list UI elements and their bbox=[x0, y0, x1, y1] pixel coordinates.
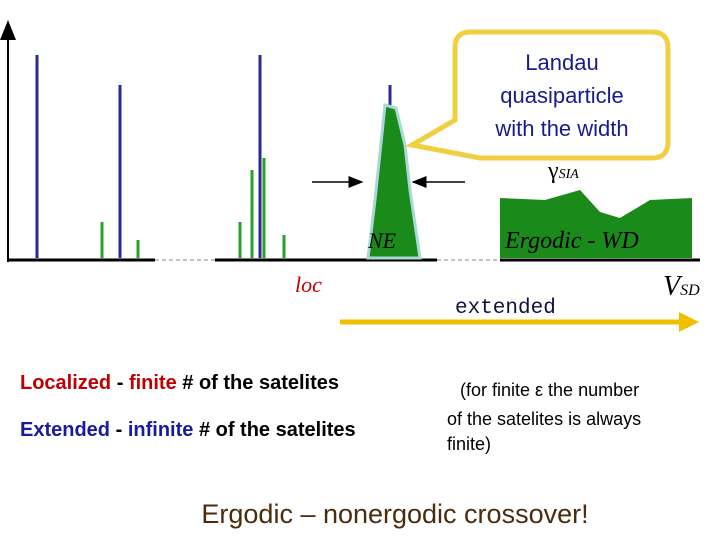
green-spikes bbox=[100, 158, 286, 258]
quantity: finite bbox=[129, 372, 177, 394]
term: Localized bbox=[20, 372, 111, 394]
v: V bbox=[663, 271, 683, 302]
loc-label: loc bbox=[295, 272, 322, 297]
width-symbol: γSIA bbox=[547, 158, 579, 184]
dash: - bbox=[117, 372, 124, 394]
conclusion: Ergodic – nonergodic crossover! bbox=[201, 499, 588, 529]
note-line: finite) bbox=[447, 434, 491, 454]
dash: - bbox=[116, 419, 123, 441]
callout-line: Landau bbox=[525, 50, 598, 75]
rest: # of the satelites bbox=[199, 419, 356, 441]
rest: # of the satelites bbox=[182, 372, 339, 394]
callout-line: quasiparticle bbox=[500, 83, 624, 108]
ergodic-area bbox=[500, 190, 692, 258]
note-line: (for finite ε the number bbox=[460, 380, 639, 400]
statement: Extended - infinite # of the satelites bbox=[20, 419, 356, 441]
callout: Landau quasiparticle with the width bbox=[404, 29, 671, 161]
ergodic-label: Ergodic - WD bbox=[504, 228, 639, 254]
subscript: SIA bbox=[559, 167, 580, 182]
callout-line: with the width bbox=[494, 116, 628, 141]
statement: Localized - finite # of the satelites bbox=[20, 372, 339, 394]
gamma: γ bbox=[547, 158, 559, 184]
ne-peak bbox=[366, 103, 422, 260]
v-subscript: SD bbox=[680, 282, 700, 299]
extended-label: extended bbox=[455, 297, 556, 320]
quantity: infinite bbox=[128, 419, 194, 441]
ne-label: NE bbox=[367, 228, 397, 253]
term: Extended bbox=[20, 419, 110, 441]
blue-spikes bbox=[35, 55, 392, 258]
note-line: of the satelites is always bbox=[447, 409, 641, 429]
vsd-label: VSD bbox=[663, 271, 700, 302]
